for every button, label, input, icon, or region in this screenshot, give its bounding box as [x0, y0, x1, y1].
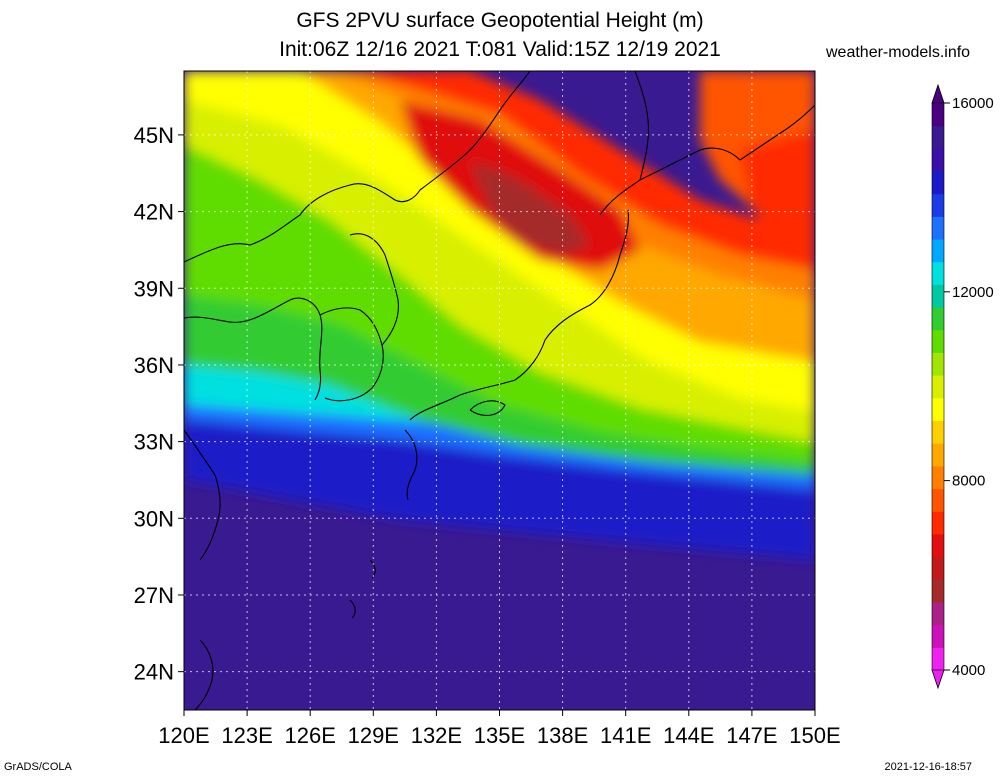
- colorbar-swatch: [932, 511, 944, 535]
- colorbar-swatch: [932, 420, 944, 444]
- colorbar-swatch: [932, 216, 944, 240]
- lon-label: 120E: [158, 723, 209, 748]
- lat-label: 45N: [134, 123, 174, 148]
- footer-timestamp: 2021-12-16-18:57: [884, 761, 972, 773]
- colorbar-swatch: [932, 125, 944, 149]
- footer-credit: GrADS/COLA: [4, 761, 72, 773]
- colorbar-swatch: [932, 261, 944, 285]
- lon-label: 138E: [537, 723, 588, 748]
- lat-label: 39N: [134, 276, 174, 301]
- lat-axis: 45N 42N 39N 36N 33N 30N 27N 24N: [134, 123, 184, 685]
- colorbar-bottom-arrow: [931, 669, 945, 690]
- lat-label: 24N: [134, 660, 174, 685]
- title-line-1: GFS 2PVU surface Geopotential Height (m): [296, 9, 704, 32]
- lon-label: 141E: [600, 723, 651, 748]
- colorbar-swatch: [932, 239, 944, 263]
- colorbar-swatch: [932, 171, 944, 195]
- lon-label: 132E: [411, 723, 462, 748]
- lat-label: 30N: [134, 506, 174, 531]
- colorbar-frame: [931, 102, 945, 671]
- colorbar-swatch: [932, 397, 944, 422]
- colorbar-swatch: [932, 624, 944, 648]
- colorbar-label: 16000: [952, 95, 994, 112]
- colorbar-swatch: [932, 579, 944, 603]
- colorbar-swatch: [932, 533, 944, 558]
- colorbar-swatch: [932, 103, 944, 127]
- gridlines: [184, 71, 815, 710]
- lon-label: 144E: [663, 723, 714, 748]
- colorbar-swatch: [932, 488, 944, 512]
- colorbar: 16000 12000 8000 4000: [931, 83, 994, 690]
- colorbar-swatch: [932, 329, 944, 353]
- colorbar-swatch: [932, 375, 944, 399]
- colorbar-swatch: [932, 148, 944, 172]
- colorbar-swatch: [932, 284, 944, 308]
- lon-label: 135E: [474, 723, 525, 748]
- colorbar-swatch: [932, 443, 944, 467]
- lon-axis: 120E 123E 126E 129E 132E 135E 138E 141E 144E 147E…: [158, 710, 841, 748]
- lon-label: 123E: [221, 723, 272, 748]
- colorbar-swatch: [932, 352, 944, 376]
- colorbar-swatch: [932, 193, 944, 217]
- site-label: weather-models.info: [826, 44, 971, 61]
- lat-label: 33N: [134, 430, 174, 455]
- colorbar-swatch: [932, 465, 944, 490]
- title-line-2: Init:06Z 12/16 2021 T:081 Valid:15Z 12/1…: [279, 38, 721, 61]
- map-field: [184, 71, 815, 710]
- colorbar-label: 12000: [952, 284, 994, 301]
- lon-label: 150E: [789, 723, 840, 748]
- colorbar-swatch: [932, 556, 944, 580]
- colorbar-label: 4000: [952, 662, 985, 679]
- lon-label: 147E: [726, 723, 777, 748]
- colorbar-swatch: [932, 601, 944, 626]
- lon-label: 126E: [285, 723, 336, 748]
- lat-label: 42N: [134, 200, 174, 225]
- coastlines: [184, 71, 815, 710]
- lon-label: 129E: [348, 723, 399, 748]
- colorbar-top-arrow: [931, 83, 945, 104]
- colorbar-swatch: [932, 307, 944, 331]
- colorbar-swatch: [932, 647, 944, 671]
- lat-label: 36N: [134, 353, 174, 378]
- lat-label: 27N: [134, 583, 174, 608]
- colorbar-label: 8000: [952, 473, 985, 490]
